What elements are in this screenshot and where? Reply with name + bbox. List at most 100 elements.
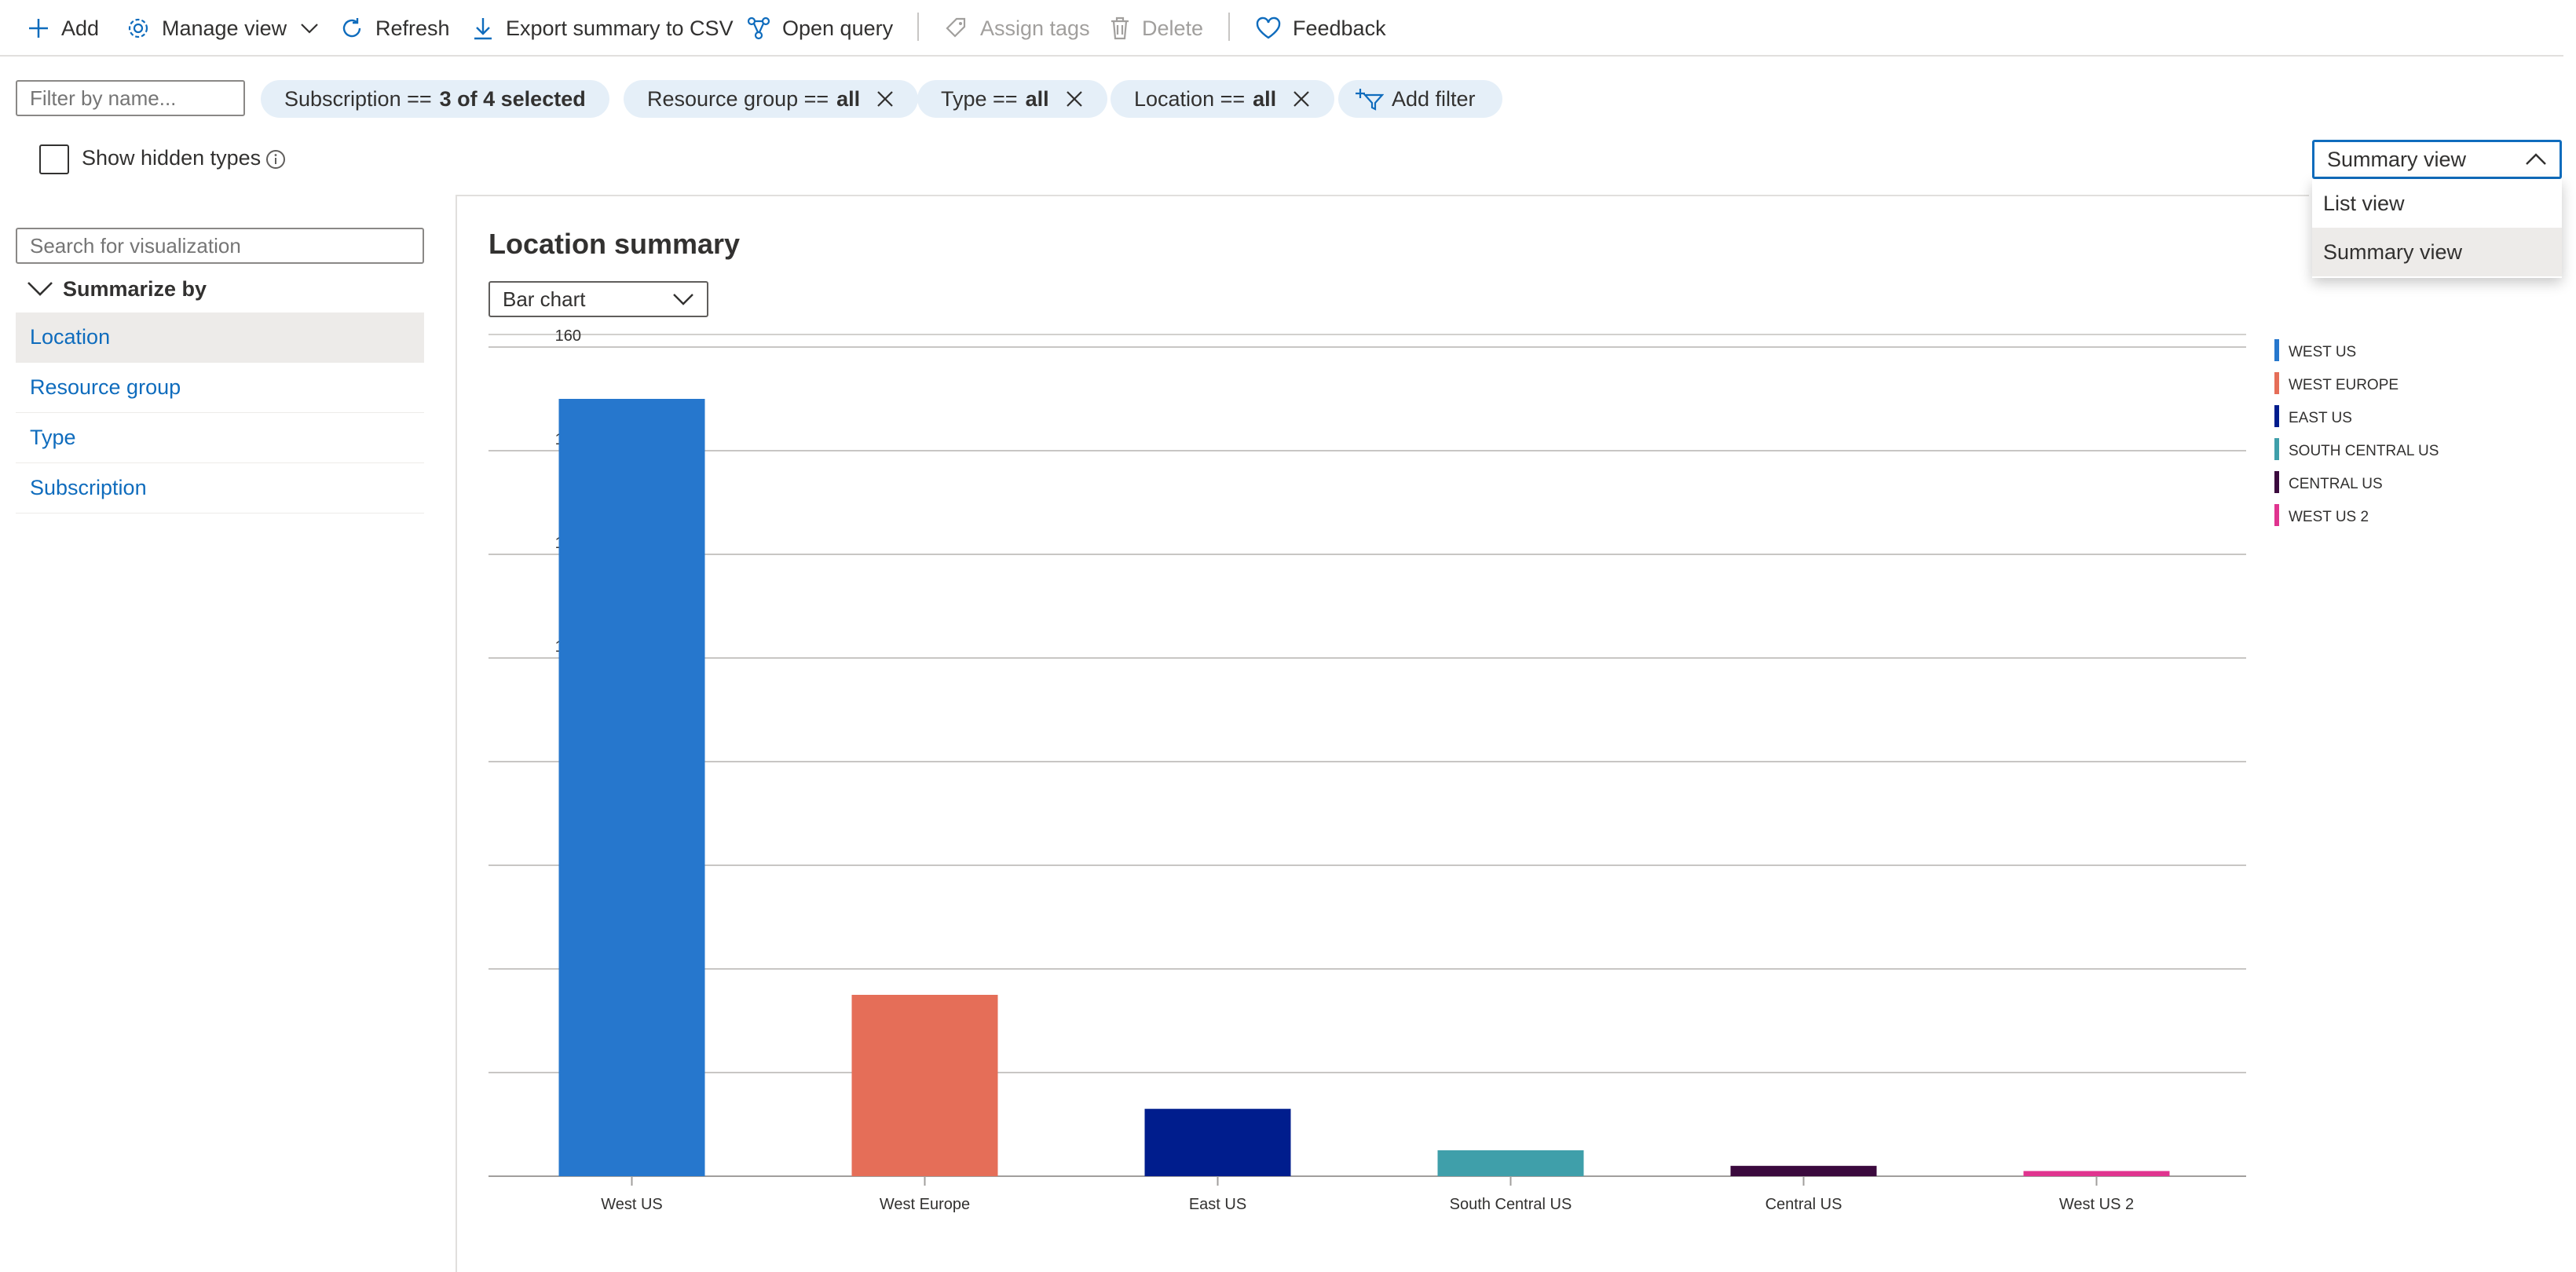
add-label: Add: [61, 16, 100, 40]
legend-swatch: [2274, 405, 2279, 427]
add-filter-button[interactable]: Add filter: [1338, 80, 1502, 118]
nav-item-label: Type: [30, 426, 76, 449]
legend-label: EAST US: [2289, 410, 2352, 426]
refresh-label: Refresh: [375, 16, 450, 40]
refresh-icon: [342, 18, 361, 38]
summarize-by-label: Summarize by: [63, 276, 207, 301]
bar: [1730, 1165, 1877, 1176]
main-panel-border: [456, 195, 457, 1272]
menu-item-summary-view[interactable]: Summary view: [2312, 228, 2562, 276]
legend-swatch: [2274, 339, 2279, 361]
legend-swatch: [2274, 504, 2279, 526]
close-icon[interactable]: [876, 90, 895, 108]
export-csv-button[interactable]: Export summary to CSV: [471, 11, 734, 46]
pill-label: Resource group ==: [647, 86, 829, 111]
bar: [851, 995, 998, 1176]
x-tick-label: West US 2: [2059, 1196, 2134, 1213]
nav-item-label: Subscription: [30, 476, 147, 499]
x-tick-label: South Central US: [1450, 1196, 1572, 1213]
delete-button[interactable]: Delete: [1109, 11, 1203, 46]
resource-group-filter-pill[interactable]: Resource group == all: [624, 80, 919, 118]
x-tick-label: East US: [1189, 1196, 1246, 1213]
summarize-item-subscription[interactable]: Subscription: [16, 463, 424, 514]
close-icon[interactable]: [1065, 90, 1084, 108]
main-panel-border: [456, 195, 2309, 196]
feedback-label: Feedback: [1293, 16, 1386, 40]
add-button[interactable]: Add: [27, 11, 99, 46]
search-visualization-input[interactable]: [16, 228, 424, 264]
add-filter-icon: [1356, 89, 1384, 111]
x-tick-label: West US: [601, 1196, 663, 1213]
summarize-item-location[interactable]: Location: [16, 313, 424, 363]
view-selector-dropdown[interactable]: Summary view: [2312, 140, 2562, 179]
legend-label: SOUTH CENTRAL US: [2289, 443, 2439, 459]
bar: [558, 399, 705, 1176]
pill-label: Subscription ==: [284, 86, 432, 111]
download-icon: [474, 18, 492, 40]
bar: [1437, 1150, 1584, 1176]
legend-swatch: [2274, 372, 2279, 394]
x-tick-label: West Europe: [880, 1196, 970, 1213]
plus-icon: [29, 19, 48, 38]
view-selector-value: Summary view: [2327, 147, 2467, 171]
trash-icon: [1111, 16, 1129, 40]
pill-value: 3 of 4 selected: [439, 86, 586, 111]
nav-item-label: Resource group: [30, 375, 181, 399]
view-selector-menu: List view Summary view: [2312, 179, 2562, 278]
pill-label: Type ==: [941, 86, 1018, 111]
x-tick-label: Central US: [1766, 1196, 1842, 1213]
legend-label: WEST US 2: [2289, 509, 2369, 525]
chart-type-value: Bar chart: [503, 287, 586, 311]
toolbar-divider: [917, 13, 919, 41]
open-query-label: Open query: [782, 16, 894, 40]
summarize-item-type[interactable]: Type: [16, 413, 424, 463]
nav-item-label: Location: [30, 325, 111, 349]
refresh-button[interactable]: Refresh: [339, 11, 450, 46]
gear-icon: [128, 18, 148, 38]
chevron-down-icon: [301, 24, 318, 34]
command-bar: Add Manage view Refresh Export summary t…: [0, 0, 2563, 57]
heart-icon: [1256, 16, 1281, 39]
y-tick-label: 160: [555, 330, 581, 345]
delete-label: Delete: [1142, 16, 1204, 40]
info-icon[interactable]: [265, 149, 286, 170]
export-label: Export summary to CSV: [506, 16, 734, 40]
assign-tags-button[interactable]: Assign tags: [944, 11, 1090, 46]
manage-view-button[interactable]: Manage view: [126, 11, 320, 46]
chart-type-dropdown[interactable]: Bar chart: [488, 281, 708, 317]
chevron-down-icon: [673, 294, 693, 305]
tag-icon: [946, 17, 966, 38]
bar: [2023, 1171, 2170, 1176]
legend-label: WEST EUROPE: [2289, 377, 2399, 393]
bar: [1144, 1109, 1291, 1176]
summarize-by-header[interactable]: Summarize by: [27, 273, 207, 305]
filter-by-name-input[interactable]: [16, 80, 245, 116]
open-query-button[interactable]: Open query: [746, 11, 893, 46]
add-filter-label: Add filter: [1392, 86, 1476, 111]
subscription-filter-pill[interactable]: Subscription == 3 of 4 selected: [261, 80, 609, 118]
query-icon: [747, 16, 770, 40]
show-hidden-types-checkbox[interactable]: [39, 144, 69, 174]
chevron-up-icon: [2526, 153, 2546, 165]
close-icon[interactable]: [1292, 90, 1311, 108]
toolbar-divider: [1228, 13, 1230, 41]
assign-tags-label: Assign tags: [980, 16, 1090, 40]
legend-swatch: [2274, 471, 2279, 493]
show-hidden-types-label: Show hidden types: [82, 146, 262, 170]
pill-value: all: [836, 86, 861, 111]
location-filter-pill[interactable]: Location == all: [1111, 80, 1335, 118]
menu-item-list-view[interactable]: List view: [2323, 191, 2405, 215]
legend-label: CENTRAL US: [2289, 476, 2383, 492]
pill-label: Location ==: [1134, 86, 1246, 111]
manage-view-label: Manage view: [162, 16, 287, 40]
pill-value: all: [1253, 86, 1277, 111]
legend-label: WEST US: [2289, 344, 2356, 360]
chevron-down-icon: [27, 282, 53, 296]
summarize-item-resource-group[interactable]: Resource group: [16, 363, 424, 413]
pill-value: all: [1025, 86, 1049, 111]
legend-swatch: [2274, 438, 2279, 460]
page-title: Location summary: [488, 228, 741, 260]
type-filter-pill[interactable]: Type == all: [917, 80, 1107, 118]
feedback-button[interactable]: Feedback: [1255, 11, 1386, 46]
